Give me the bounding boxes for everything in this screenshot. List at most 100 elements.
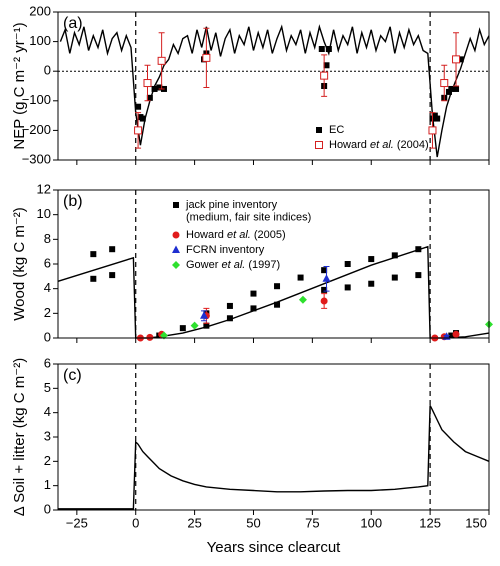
point [368,280,375,287]
point [391,252,398,259]
point [448,85,455,92]
x-tick-label: 100 [360,515,382,530]
legend-label: FCRN inventory [186,244,265,256]
point [109,246,116,253]
x-tick-label: 150 [465,515,487,530]
point [344,284,351,291]
legend-label: jack pine inventory (medium, fair site in… [185,199,311,224]
point [320,297,328,305]
panel-label: (c) [63,367,82,384]
x-tick-label: 25 [187,515,201,530]
point [318,46,325,52]
legend-marker [172,261,180,269]
point [226,302,233,309]
y-tick-label: 5 [44,380,51,395]
point [448,332,455,339]
point [320,71,329,80]
point [452,330,460,338]
y-axis-label: Wood (kg C m⁻²) [11,207,28,321]
point [368,256,375,263]
y-axis-label: NEP (g C m⁻² yr⁻¹) [11,22,28,149]
point [202,53,211,62]
point [274,301,281,308]
plot-frame [57,189,490,339]
y-tick-label: 100 [29,33,51,48]
legend-label: Howard et al. (2005) [186,229,286,241]
point [457,56,464,63]
point [90,251,97,258]
plot-frame [57,363,490,511]
y-tick-label: 2 [44,305,51,320]
point [321,267,328,274]
point [179,325,186,332]
legend-marker [315,141,323,149]
point [297,274,304,281]
panel-label: (a) [63,15,83,32]
point [453,85,460,92]
point [190,321,199,330]
point [109,272,116,279]
legend-marker [316,127,322,133]
y-tick-label: 12 [37,181,51,196]
point [146,94,153,101]
point [298,295,307,304]
point [323,62,330,69]
y-tick-label: −300 [22,151,51,166]
point [452,55,461,64]
y-tick-label: 0 [44,63,51,78]
point [325,46,332,52]
point [157,56,166,65]
y-tick-label: 4 [44,280,51,295]
y-tick-label: 200 [29,3,51,18]
legend-label: Gower et al. (1997) [186,259,280,271]
model-line [59,24,490,158]
point [428,126,437,135]
point [250,305,257,312]
point [344,261,351,267]
point [134,126,143,135]
point [434,115,441,122]
legend-marker [172,231,180,239]
y-tick-label: −100 [22,92,51,107]
point [250,290,257,297]
y-tick-label: 0 [44,501,51,516]
y-tick-label: 6 [44,255,51,270]
point [151,85,158,92]
x-tick-label: 50 [246,515,260,530]
point [391,274,398,281]
point [156,84,163,91]
y-tick-label: 0 [44,329,51,344]
point [321,286,328,293]
legend-label: Howard et al. (2004) [329,139,429,151]
point [146,333,154,341]
plot-frame [57,11,490,161]
point [322,274,331,282]
legend-marker [173,202,179,208]
point [415,246,422,253]
point [226,315,233,322]
x-tick-label: 0 [132,515,139,530]
point [274,283,281,290]
point [200,311,209,319]
x-axis-label: Years since clearcut [207,539,342,556]
panel-label: (b) [63,193,83,210]
x-tick-label: 125 [419,515,441,530]
point [143,79,152,88]
legend-marker [172,245,180,253]
point [90,275,97,282]
point [415,272,422,279]
y-tick-label: 6 [44,355,51,370]
point [139,115,146,122]
y-tick-label: 3 [44,428,51,443]
point [203,322,210,329]
model-line [58,405,490,510]
y-tick-label: 4 [44,404,51,419]
x-tick-label: 75 [305,515,319,530]
y-tick-label: −200 [22,122,51,137]
y-tick-label: 8 [44,231,51,246]
y-tick-label: 2 [44,453,51,468]
legend-label: EC [329,124,344,136]
point [135,103,142,110]
y-axis-label: Δ Soil + litter (kg C m⁻²) [11,358,28,516]
